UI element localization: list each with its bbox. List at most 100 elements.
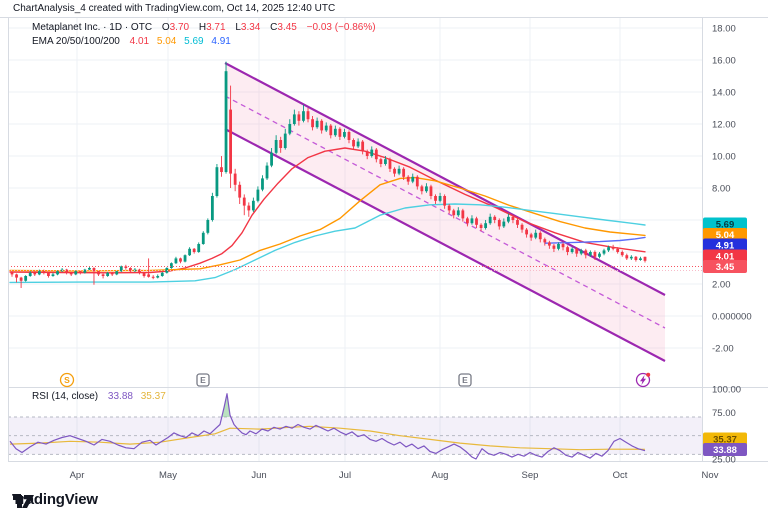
candle xyxy=(33,272,37,275)
marker-earnings[interactable]: E xyxy=(196,373,210,387)
price-axis-label[interactable]: 14.00 xyxy=(712,88,736,99)
candle xyxy=(233,173,237,185)
candle xyxy=(443,196,447,206)
ema200-value: 4.91 xyxy=(211,36,231,47)
candle xyxy=(639,258,642,260)
candle xyxy=(88,268,91,270)
price-axis-label[interactable]: 18.00 xyxy=(712,24,736,35)
high-value: 3.71 xyxy=(206,22,226,33)
ema-line[interactable] xyxy=(9,203,646,284)
candle xyxy=(502,221,506,227)
candle xyxy=(251,200,255,211)
candle xyxy=(115,271,119,275)
candle xyxy=(15,274,18,278)
svg-text:E: E xyxy=(200,375,206,385)
rsi-axis-label[interactable]: 100.00 xyxy=(712,385,741,396)
candle xyxy=(10,272,14,275)
rsi-axis-label[interactable]: 25.00 xyxy=(712,455,736,466)
channel-lower-line[interactable] xyxy=(224,128,666,362)
candle xyxy=(516,220,519,225)
candle xyxy=(56,271,59,275)
candle xyxy=(201,232,205,244)
candle xyxy=(156,276,160,278)
notification-dot xyxy=(646,372,651,377)
trend-channel-fill[interactable] xyxy=(225,63,665,361)
axis-price-badge xyxy=(703,217,747,231)
candle xyxy=(543,239,547,243)
ema-line[interactable] xyxy=(544,236,646,244)
candle xyxy=(147,274,151,277)
candle xyxy=(374,149,378,160)
candle xyxy=(643,256,647,261)
candle xyxy=(456,210,460,216)
candle xyxy=(165,268,169,273)
candle xyxy=(447,205,451,211)
ema-legend-row[interactable]: EMA 20/50/100/200 4.01 5.04 5.69 4.91 xyxy=(32,35,376,49)
ema-label[interactable]: EMA 20/50/100/200 xyxy=(32,36,120,47)
candle xyxy=(74,271,78,275)
x-axis-month-label: Aug xyxy=(432,470,449,481)
axis-price-badge xyxy=(703,228,747,241)
candle xyxy=(420,186,424,192)
marker-earnings[interactable]: E xyxy=(458,373,472,387)
price-axis-label[interactable]: 10.00 xyxy=(712,152,736,163)
candle xyxy=(506,216,510,222)
candle xyxy=(83,269,87,273)
price-axis-label[interactable]: 12.00 xyxy=(712,120,736,131)
candle xyxy=(270,152,273,166)
candle xyxy=(461,210,465,219)
ema-line[interactable] xyxy=(9,176,646,272)
symbol-legend[interactable]: Metaplanet Inc. · 1D · OTC O3.70 H3.71 L… xyxy=(32,21,376,49)
candle xyxy=(497,220,501,227)
price-axis-label[interactable]: 0.000000 xyxy=(712,312,752,323)
candle xyxy=(311,119,314,128)
price-axis-label[interactable]: 16.00 xyxy=(712,56,736,67)
candle xyxy=(634,256,638,260)
candle xyxy=(493,216,497,220)
x-axis-month-label: Sep xyxy=(522,470,539,481)
candle xyxy=(292,114,296,124)
channel-upper-line[interactable] xyxy=(224,62,666,296)
candle xyxy=(411,176,415,182)
candle xyxy=(365,151,369,156)
candle xyxy=(183,255,187,262)
svg-text:33.88: 33.88 xyxy=(713,445,737,456)
price-axis-label[interactable]: 2.00 xyxy=(712,280,731,291)
candle xyxy=(534,232,538,238)
axis-price-badge xyxy=(703,238,747,252)
rsi-legend[interactable]: RSI (14, close) 33.88 35.37 xyxy=(32,391,166,402)
candle xyxy=(352,140,355,147)
rsi-label[interactable]: RSI (14, close) xyxy=(32,391,99,402)
svg-text:5.04: 5.04 xyxy=(716,230,735,241)
rsi-axis-label[interactable]: 75.00 xyxy=(712,408,736,419)
rsi-line[interactable] xyxy=(9,393,646,460)
symbol-legend-row[interactable]: Metaplanet Inc. · 1D · OTC O3.70 H3.71 L… xyxy=(32,21,376,35)
axis-price-badge xyxy=(703,443,747,456)
price-axis-label[interactable]: 8.00 xyxy=(712,184,731,195)
low-label: L xyxy=(235,22,241,33)
candle xyxy=(138,269,141,273)
candle xyxy=(169,263,173,268)
channel-mid-line[interactable] xyxy=(224,95,666,329)
candle xyxy=(119,266,123,272)
rsi-line[interactable] xyxy=(9,425,646,451)
candle xyxy=(256,189,260,201)
candle xyxy=(484,223,488,228)
candle xyxy=(356,141,360,147)
candle xyxy=(42,271,46,273)
tradingview-branding[interactable]: TradingView xyxy=(12,491,98,508)
marker-event[interactable] xyxy=(635,372,651,388)
candle xyxy=(429,186,433,196)
candle xyxy=(261,178,264,190)
axis-price-badge xyxy=(703,249,747,263)
candle xyxy=(338,128,342,137)
open-value: 3.70 xyxy=(169,22,190,33)
symbol-title[interactable]: Metaplanet Inc. · 1D · OTC xyxy=(32,22,153,33)
candle xyxy=(92,268,96,272)
candle xyxy=(434,196,437,201)
marker-split[interactable]: S xyxy=(59,372,75,388)
candle xyxy=(557,244,560,249)
price-axis-label[interactable]: -2.00 xyxy=(712,344,734,355)
